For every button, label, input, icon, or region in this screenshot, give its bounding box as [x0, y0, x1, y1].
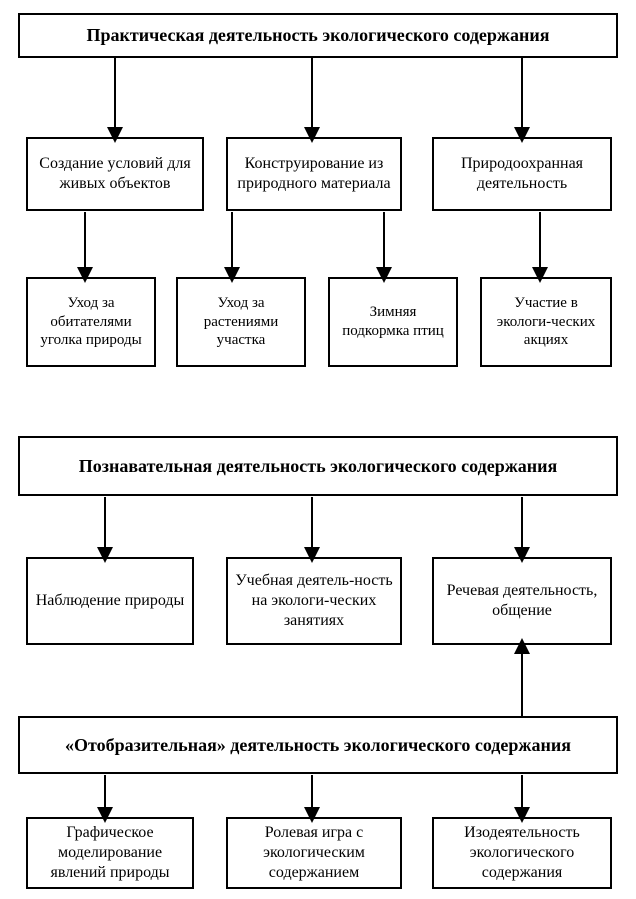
section1-header-text: Практическая деятельность экологического… [87, 24, 550, 47]
section1-leaf-1: Уход за обитателями уголка природы [26, 277, 156, 367]
section1-mid-b-text: Конструирование из природного материала [234, 154, 394, 194]
section1-leaf-2: Уход за растениями участка [176, 277, 306, 367]
section3-leaf-1: Графическое моделирование явлений природ… [26, 817, 194, 889]
section1-leaf-1-text: Уход за обитателями уголка природы [34, 294, 148, 350]
section2-leaf-2: Учебная деятель-ность на экологи-ческих … [226, 557, 402, 645]
section1-leaf-4: Участие в экологи-ческих акциях [480, 277, 612, 367]
section2-header: Познавательная деятельность экологическо… [18, 436, 618, 496]
flowchart-diagram: Практическая деятельность экологического… [0, 0, 636, 899]
section1-leaf-3: Зимняя подкормка птиц [328, 277, 458, 367]
section1-mid-a-text: Создание условий для живых объектов [34, 154, 196, 194]
section2-leaf-3-text: Речевая деятельность, общение [440, 581, 604, 621]
section2-leaf-1: Наблюдение природы [26, 557, 194, 645]
section3-header: «Отобразительная» деятельность экологиче… [18, 716, 618, 774]
section1-leaf-3-text: Зимняя подкормка птиц [336, 303, 450, 341]
section3-leaf-3: Изодеятельность экологического содержани… [432, 817, 612, 889]
section1-leaf-4-text: Участие в экологи-ческих акциях [488, 294, 604, 350]
section1-mid-c: Природоохранная деятельность [432, 137, 612, 211]
section3-leaf-2-text: Ролевая игра с экологическим содержанием [234, 823, 394, 883]
section3-header-text: «Отобразительная» деятельность экологиче… [65, 734, 571, 757]
section1-mid-a: Создание условий для живых объектов [26, 137, 204, 211]
section2-leaf-2-text: Учебная деятель-ность на экологи-ческих … [234, 571, 394, 631]
section2-header-text: Познавательная деятельность экологическо… [79, 455, 558, 478]
section1-mid-b: Конструирование из природного материала [226, 137, 402, 211]
section2-leaf-3: Речевая деятельность, общение [432, 557, 612, 645]
section3-leaf-2: Ролевая игра с экологическим содержанием [226, 817, 402, 889]
section3-leaf-1-text: Графическое моделирование явлений природ… [34, 823, 186, 883]
section1-header: Практическая деятельность экологического… [18, 13, 618, 58]
section1-leaf-2-text: Уход за растениями участка [184, 294, 298, 350]
section3-leaf-3-text: Изодеятельность экологического содержани… [440, 823, 604, 883]
section1-mid-c-text: Природоохранная деятельность [440, 154, 604, 194]
section2-leaf-1-text: Наблюдение природы [36, 591, 185, 611]
